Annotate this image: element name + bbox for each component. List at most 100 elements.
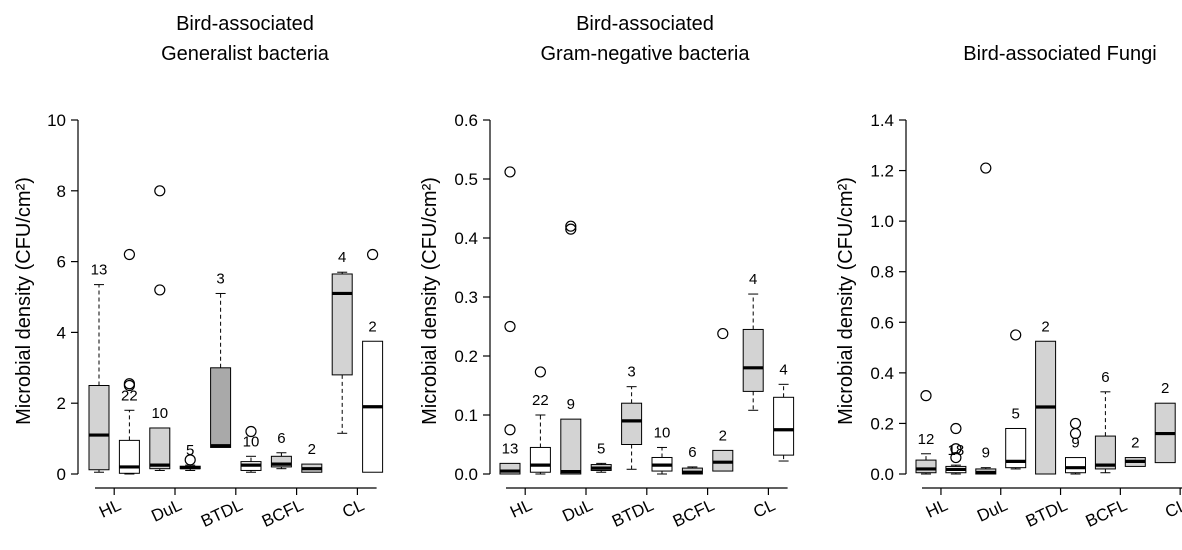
sample-size-label: 5 bbox=[1012, 405, 1020, 422]
panel-1: Bird-associated Generalist bacteria Microb… bbox=[13, 13, 384, 531]
box-HL-a: 12 bbox=[915, 390, 937, 475]
sample-size-label: 12 bbox=[918, 431, 935, 448]
sample-size-label: 6 bbox=[277, 430, 285, 447]
outlier-point bbox=[1069, 417, 1082, 430]
outlier-point bbox=[980, 162, 992, 174]
x-tick-label: CL bbox=[750, 495, 778, 521]
outlier-point bbox=[717, 327, 729, 340]
outlier-point bbox=[154, 284, 166, 296]
x-tick-label: BCFL bbox=[1083, 495, 1130, 531]
y-tick-label: 2 bbox=[57, 394, 66, 413]
x-tick-label: BTDL bbox=[1023, 495, 1070, 531]
sample-size-label: 22 bbox=[121, 387, 138, 404]
outlier-point bbox=[154, 185, 166, 197]
box-DuL-a: 9 bbox=[560, 220, 582, 475]
sample-size-label: 22 bbox=[532, 392, 549, 409]
sample-size-label: 6 bbox=[688, 444, 696, 461]
y-tick-label: 0.4 bbox=[870, 364, 894, 383]
sample-size-label: 13 bbox=[502, 440, 519, 457]
box-DuL-b: 5 bbox=[1005, 329, 1027, 470]
box-DuL-b: 5 bbox=[179, 442, 201, 471]
panel-title-line: Generalist bacteria bbox=[161, 43, 330, 65]
y-tick-label: 0.2 bbox=[454, 347, 478, 366]
x-tick-label: BTDL bbox=[609, 495, 656, 531]
box-BTDL-a: 3 bbox=[210, 270, 232, 448]
y-tick-label: 1.2 bbox=[870, 162, 894, 181]
x-tick-label: DuL bbox=[559, 495, 595, 525]
sample-size-label: 9 bbox=[1071, 435, 1079, 452]
y-tick-label: 8 bbox=[57, 182, 66, 201]
box-BCFL-a: 6 bbox=[681, 444, 703, 475]
box-HL-a: 13 bbox=[88, 262, 110, 473]
y-tick-label: 0.1 bbox=[454, 406, 478, 425]
box-BCFL-b: 2 bbox=[712, 327, 734, 472]
y-tick-label: 0.5 bbox=[454, 170, 478, 189]
sample-size-label: 5 bbox=[186, 442, 194, 459]
panel-title-line: Bird-associated bbox=[176, 13, 314, 35]
sample-size-label: 13 bbox=[91, 262, 108, 279]
box-CL-b: 2 bbox=[362, 248, 384, 473]
box-HL-a: 13 bbox=[499, 166, 521, 475]
box-BCFL-b: 2 bbox=[1124, 435, 1146, 467]
box-iqr bbox=[1094, 435, 1116, 470]
y-tick-label: 0.2 bbox=[870, 414, 894, 433]
x-tick-label: HL bbox=[507, 495, 535, 521]
box-DuL-b: 5 bbox=[590, 440, 612, 473]
y-tick-label: 1.0 bbox=[870, 212, 894, 231]
box-HL-b: 22 bbox=[118, 248, 140, 475]
box-iqr bbox=[742, 328, 764, 392]
box-BTDL-b: 10 bbox=[651, 424, 673, 475]
y-tick-label: 0.8 bbox=[870, 263, 894, 282]
y-tick-label: 10 bbox=[47, 111, 66, 130]
box-CL-a: 4 bbox=[331, 249, 353, 434]
box-iqr bbox=[621, 402, 643, 446]
y-tick-label: 6 bbox=[57, 253, 66, 272]
sample-size-label: 5 bbox=[597, 440, 605, 457]
box-BCFL-a: 6 bbox=[270, 430, 292, 470]
outlier-point bbox=[950, 443, 962, 455]
outlier-point bbox=[950, 422, 962, 435]
box-iqr bbox=[1005, 427, 1027, 469]
y-axis-label: Microbial density (CFU/cm²) bbox=[419, 177, 441, 425]
x-tick-label: BCFL bbox=[670, 495, 717, 531]
y-tick-label: 0.6 bbox=[870, 313, 894, 332]
x-tick-label: DuL bbox=[974, 495, 1010, 525]
x-tick-label: BTDL bbox=[198, 495, 245, 531]
sample-size-label: 18 bbox=[948, 442, 965, 459]
outlier-point bbox=[920, 390, 932, 402]
box-CL-a: 4 bbox=[742, 271, 764, 411]
sample-size-label: 2 bbox=[719, 427, 727, 444]
sample-size-label: 10 bbox=[243, 433, 260, 450]
sample-size-label: 3 bbox=[627, 364, 635, 381]
outlier-point bbox=[504, 166, 516, 178]
box-iqr bbox=[499, 462, 521, 475]
outlier-point bbox=[367, 248, 379, 261]
outlier-point bbox=[123, 248, 135, 261]
y-tick-label: 0.3 bbox=[454, 288, 478, 307]
box-iqr bbox=[331, 273, 353, 376]
sample-size-label: 10 bbox=[151, 405, 168, 422]
box-CL-b: 4 bbox=[773, 361, 795, 462]
outlier-point bbox=[565, 223, 577, 235]
panel-title-line: Bird-associated bbox=[576, 13, 714, 35]
box-iqr bbox=[149, 427, 171, 470]
x-tick-label: BCFL bbox=[259, 495, 306, 531]
sample-size-label: 4 bbox=[779, 361, 787, 378]
box-DuL-a: 9 bbox=[975, 162, 997, 475]
y-tick-label: 4 bbox=[57, 323, 66, 342]
box-DuL-a: 10 bbox=[149, 185, 171, 471]
x-tick-label: CL bbox=[339, 495, 367, 521]
y-tick-label: 0 bbox=[57, 465, 66, 484]
box-BCFL-b: 2 bbox=[301, 441, 323, 473]
box-HL-b: 22 bbox=[529, 366, 551, 475]
box-iqr bbox=[529, 446, 551, 473]
sample-size-label: 2 bbox=[1161, 380, 1169, 397]
y-tick-label: 0.6 bbox=[454, 111, 478, 130]
box-iqr bbox=[118, 439, 140, 474]
outlier-point bbox=[184, 454, 196, 466]
box-iqr bbox=[915, 459, 937, 474]
box-iqr bbox=[210, 367, 232, 448]
sample-size-label: 9 bbox=[982, 445, 990, 462]
x-tick-label: DuL bbox=[148, 495, 184, 525]
y-axis-label: Microbial density (CFU/cm²) bbox=[13, 177, 35, 425]
